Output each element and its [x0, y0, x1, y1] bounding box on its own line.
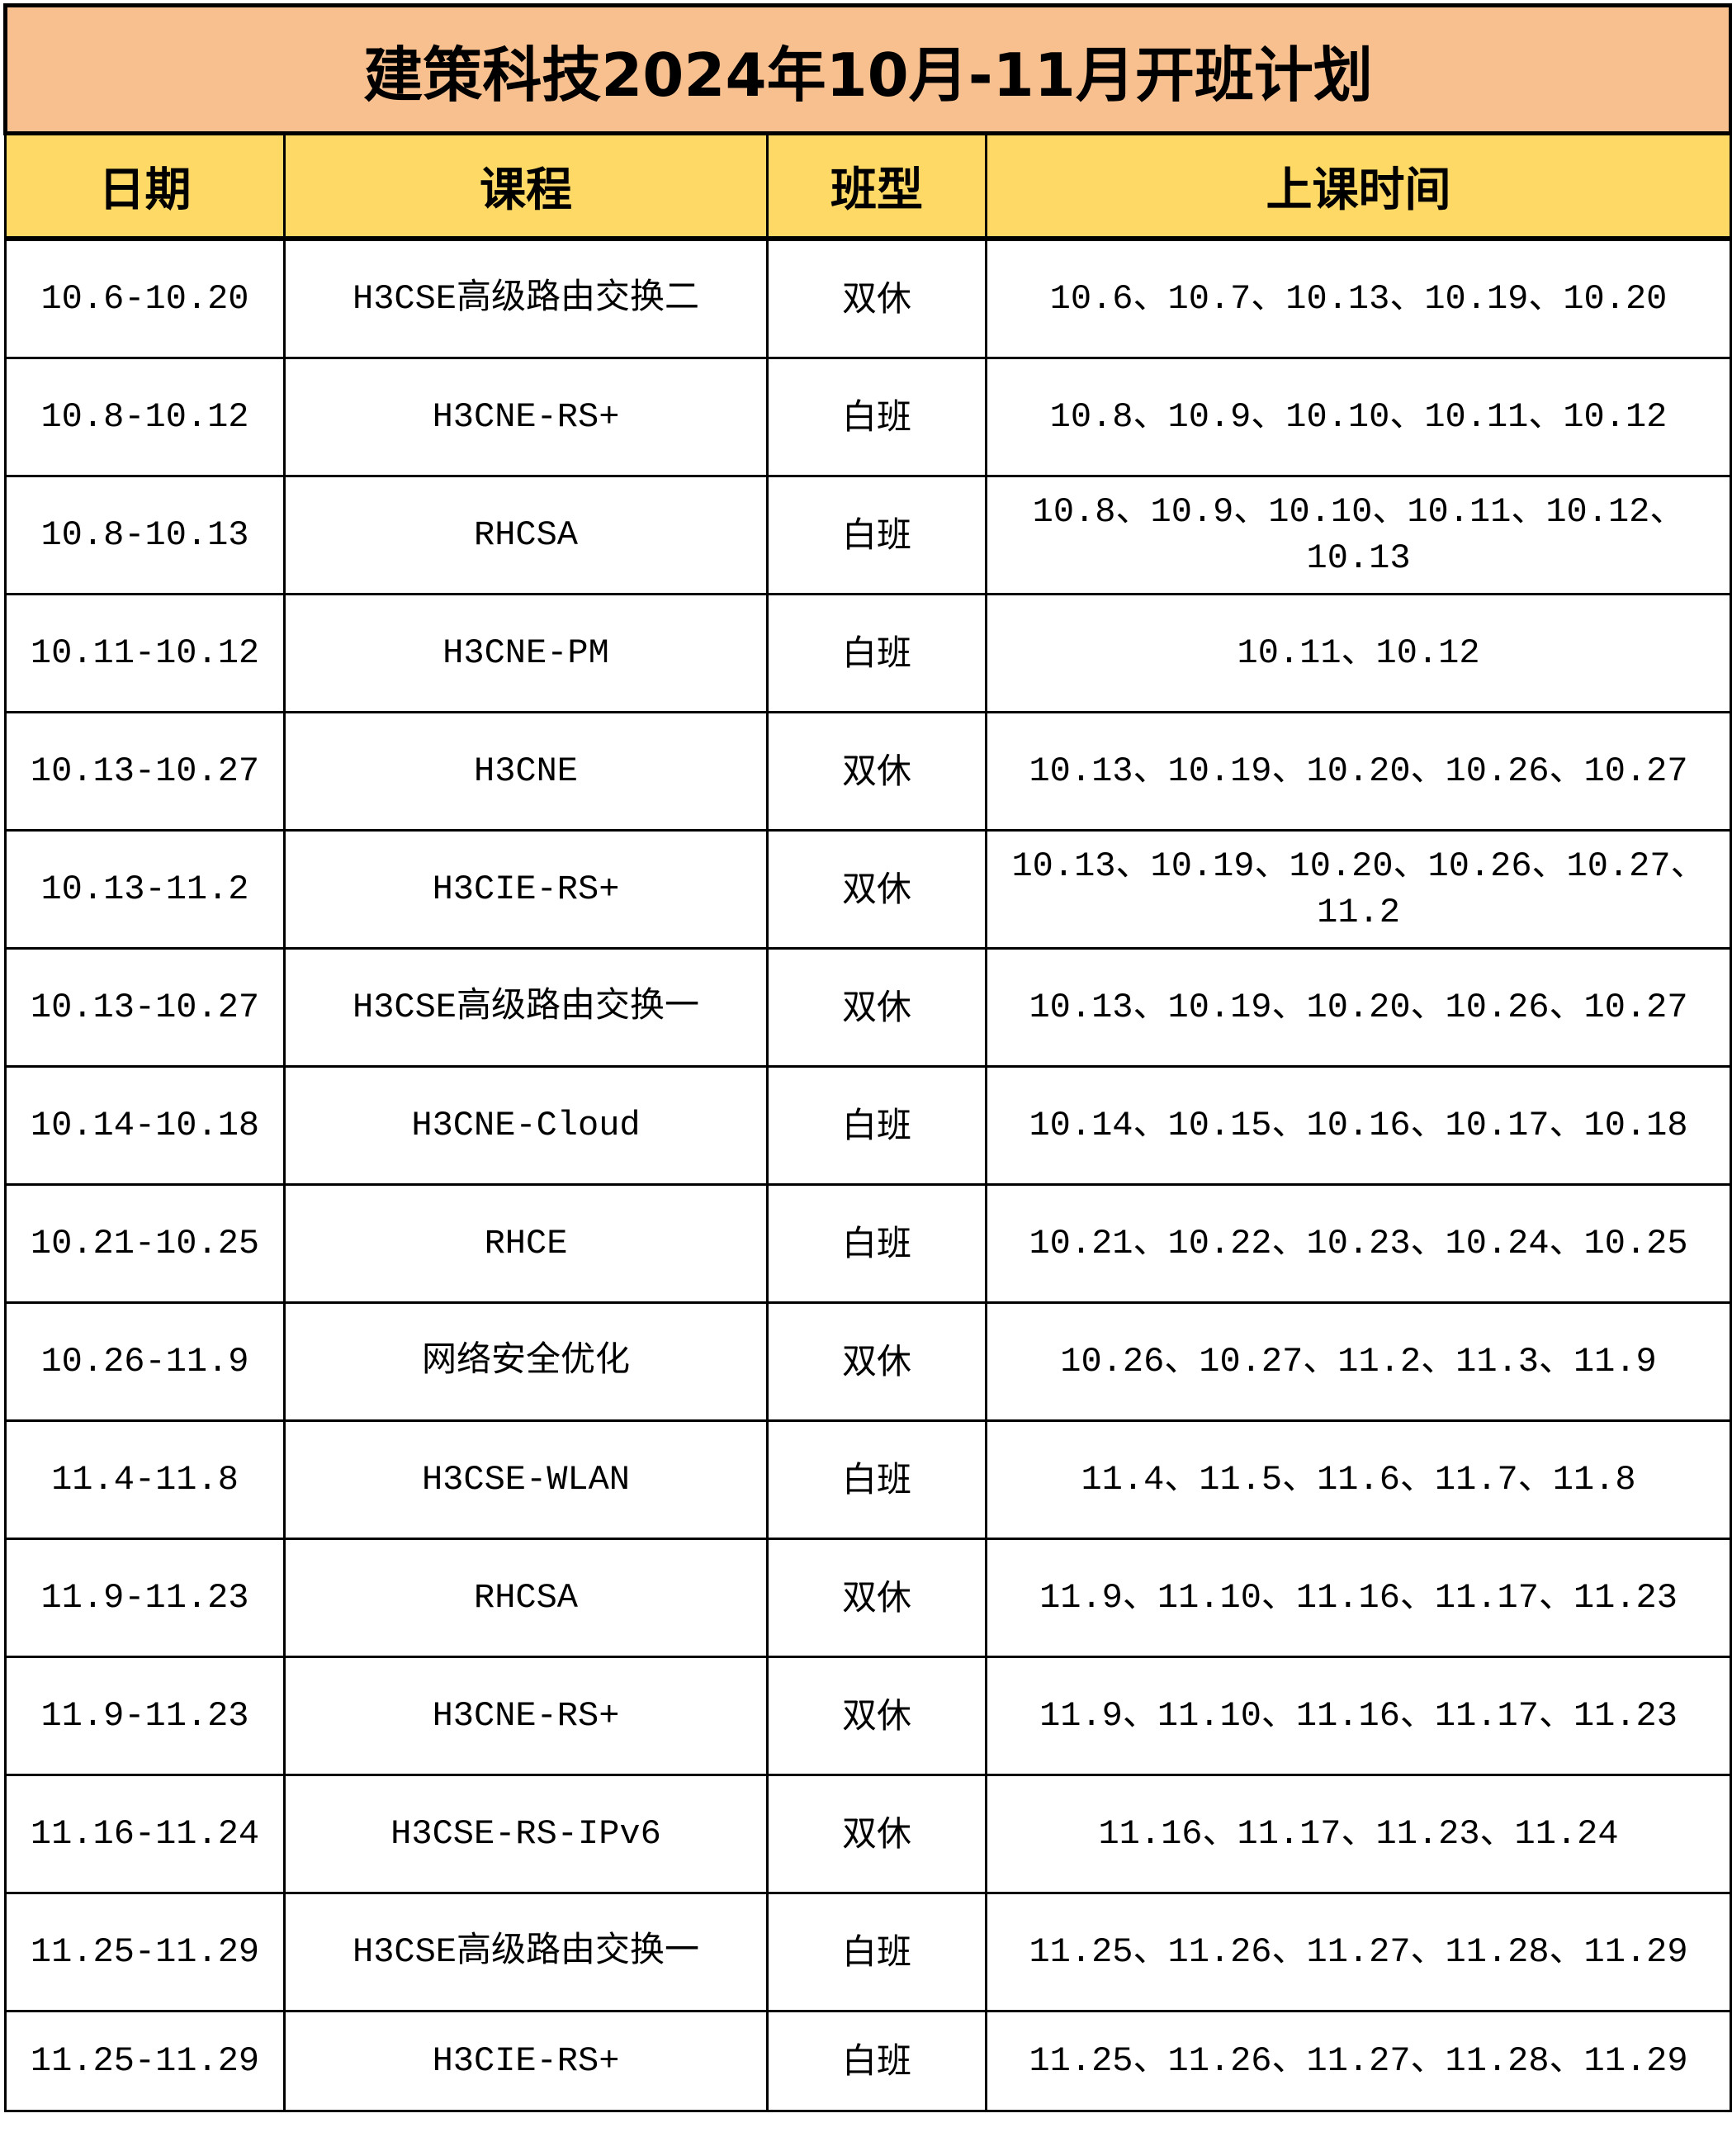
date-cell: 10.11-10.12 — [4, 593, 286, 713]
table-row: 10.8-10.13 RHCSA 白班 10.8、10.9、10.10、10.11、1… — [4, 475, 1732, 595]
date-cell: 11.4-11.8 — [4, 1419, 286, 1540]
class-type-cell: 双休 — [766, 1774, 987, 1894]
class-times-cell: 11.25、11.26、11.27、11.28、11.29 — [984, 2010, 1732, 2112]
class-type-cell: 双休 — [766, 947, 987, 1068]
course-cell: H3CNE — [283, 711, 769, 832]
date-cell: 11.25-11.29 — [4, 1892, 286, 2012]
table-row: 11.4-11.8 H3CSE-WLAN 白班 11.4、11.5、11.6、11.7… — [4, 1419, 1732, 1540]
column-header-type: 班型 — [766, 132, 987, 241]
date-cell: 10.8-10.12 — [4, 357, 286, 477]
class-times-cell: 10.26、10.27、11.2、11.3、11.9 — [984, 1301, 1732, 1422]
date-cell: 11.16-11.24 — [4, 1774, 286, 1894]
table-row: 10.8-10.12 H3CNE-RS+ 白班 10.8、10.9、10.10、10.… — [4, 357, 1732, 477]
course-cell: RHCSA — [283, 475, 769, 595]
class-times-cell: 11.9、11.10、11.16、11.17、11.23 — [984, 1538, 1732, 1658]
course-cell: H3CSE高级路由交换二 — [283, 237, 769, 359]
table-row: 11.25-11.29 H3CIE-RS+ 白班 11.25、11.26、11.27、… — [4, 2010, 1732, 2112]
date-cell: 10.13-10.27 — [4, 711, 286, 832]
class-times-cell: 10.13、10.19、10.20、10.26、10.27 — [984, 947, 1732, 1068]
class-times-cell: 11.16、11.17、11.23、11.24 — [984, 1774, 1732, 1894]
class-type-cell: 白班 — [766, 2010, 987, 2112]
date-cell: 10.21-10.25 — [4, 1183, 286, 1304]
date-cell: 11.9-11.23 — [4, 1656, 286, 1776]
column-header-times: 上课时间 — [984, 132, 1732, 241]
date-cell: 10.14-10.18 — [4, 1065, 286, 1186]
table-row: 11.9-11.23 H3CNE-RS+ 双休 11.9、11.10、11.16、11… — [4, 1656, 1732, 1776]
class-type-cell: 白班 — [766, 593, 987, 713]
date-cell: 11.9-11.23 — [4, 1538, 286, 1658]
table-row: 11.16-11.24 H3CSE-RS-IPv6 双休 11.16、11.17、11… — [4, 1774, 1732, 1894]
class-type-cell: 白班 — [766, 1065, 987, 1186]
course-cell: H3CNE-RS+ — [283, 357, 769, 477]
header-row: 日期 课程 班型 上课时间 — [4, 132, 1732, 241]
table-row: 10.6-10.20 H3CSE高级路由交换二 双休 10.6、10.7、10.13、… — [4, 237, 1732, 359]
class-type-cell: 白班 — [766, 1419, 987, 1540]
class-times-cell: 11.9、11.10、11.16、11.17、11.23 — [984, 1656, 1732, 1776]
page-title: 建策科技2024年10月-11月开班计划 — [2, 3, 1732, 135]
class-times-cell: 10.13、10.19、10.20、10.26、10.27 — [984, 711, 1732, 832]
course-cell: H3CSE-WLAN — [283, 1419, 769, 1540]
class-times-cell: 11.4、11.5、11.6、11.7、11.8 — [984, 1419, 1732, 1540]
course-cell: H3CSE高级路由交换一 — [283, 1892, 769, 2012]
course-cell: RHCE — [283, 1183, 769, 1304]
class-type-cell: 白班 — [766, 1892, 987, 2012]
class-type-cell: 双休 — [766, 1301, 987, 1422]
table-row: 10.14-10.18 H3CNE-Cloud 白班 10.14、10.15、10.1… — [4, 1065, 1732, 1186]
title-row: 建策科技2024年10月-11月开班计划 — [2, 3, 1732, 135]
course-cell: H3CNE-RS+ — [283, 1656, 769, 1776]
class-times-cell: 10.13、10.19、10.20、10.26、10.27、11.2 — [984, 829, 1732, 950]
table-row: 11.9-11.23 RHCSA 双休 11.9、11.10、11.16、11.17、… — [4, 1538, 1732, 1658]
class-times-cell: 10.8、10.9、10.10、10.11、10.12 — [984, 357, 1732, 477]
date-cell: 10.6-10.20 — [4, 237, 286, 359]
course-cell: RHCSA — [283, 1538, 769, 1658]
class-type-cell: 白班 — [766, 1183, 987, 1304]
table-row: 10.11-10.12 H3CNE-PM 白班 10.11、10.12 — [4, 593, 1732, 713]
class-type-cell: 白班 — [766, 475, 987, 595]
class-type-cell: 双休 — [766, 829, 987, 950]
table-row: 10.26-11.9 网络安全优化 双休 10.26、10.27、11.2、11.3、… — [4, 1301, 1732, 1422]
class-times-cell: 10.21、10.22、10.23、10.24、10.25 — [984, 1183, 1732, 1304]
course-cell: H3CSE高级路由交换一 — [283, 947, 769, 1068]
table-row: 11.25-11.29 H3CSE高级路由交换一 白班 11.25、11.26、11.… — [4, 1892, 1732, 2012]
date-cell: 10.26-11.9 — [4, 1301, 286, 1422]
course-cell: H3CNE-PM — [283, 593, 769, 713]
class-times-cell: 11.25、11.26、11.27、11.28、11.29 — [984, 1892, 1732, 2012]
table-row: 10.13-10.27 H3CSE高级路由交换一 双休 10.13、10.19、10.… — [4, 947, 1732, 1068]
class-type-cell: 双休 — [766, 1538, 987, 1658]
date-cell: 10.8-10.13 — [4, 475, 286, 595]
class-times-cell: 10.11、10.12 — [984, 593, 1732, 713]
class-type-cell: 双休 — [766, 237, 987, 359]
class-times-cell: 10.8、10.9、10.10、10.11、10.12、10.13 — [984, 475, 1732, 595]
course-cell: H3CNE-Cloud — [283, 1065, 769, 1186]
class-type-cell: 白班 — [766, 357, 987, 477]
table-row: 10.21-10.25 RHCE 白班 10.21、10.22、10.23、10.24… — [4, 1183, 1732, 1304]
class-times-cell: 10.6、10.7、10.13、10.19、10.20 — [984, 237, 1732, 359]
column-header-course: 课程 — [283, 132, 769, 241]
date-cell: 10.13-11.2 — [4, 829, 286, 950]
class-times-cell: 10.14、10.15、10.16、10.17、10.18 — [984, 1065, 1732, 1186]
course-cell: H3CIE-RS+ — [283, 829, 769, 950]
table-row: 10.13-11.2 H3CIE-RS+ 双休 10.13、10.19、10.20、1… — [4, 829, 1732, 950]
course-cell: H3CIE-RS+ — [283, 2010, 769, 2112]
date-cell: 11.25-11.29 — [4, 2010, 286, 2112]
column-header-date: 日期 — [4, 132, 286, 241]
schedule-table: 建策科技2024年10月-11月开班计划 日期 课程 班型 上课时间 10.6-… — [2, 3, 1732, 2112]
table-row: 10.13-10.27 H3CNE 双休 10.13、10.19、10.20、10.2… — [4, 711, 1732, 832]
course-cell: 网络安全优化 — [283, 1301, 769, 1422]
class-type-cell: 双休 — [766, 711, 987, 832]
course-cell: H3CSE-RS-IPv6 — [283, 1774, 769, 1894]
date-cell: 10.13-10.27 — [4, 947, 286, 1068]
class-type-cell: 双休 — [766, 1656, 987, 1776]
